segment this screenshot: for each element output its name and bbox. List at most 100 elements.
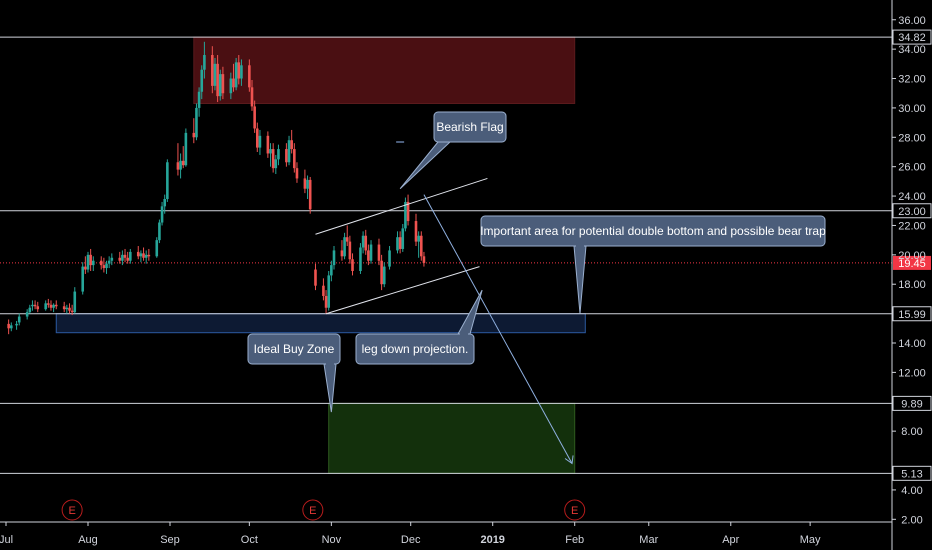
candle-body bbox=[250, 87, 254, 107]
x-tick-label: Feb bbox=[565, 534, 584, 546]
candle bbox=[266, 131, 270, 158]
candle-body bbox=[388, 250, 391, 267]
candle bbox=[84, 256, 87, 274]
candle-body bbox=[419, 235, 423, 257]
candle bbox=[398, 231, 402, 254]
candle bbox=[419, 231, 423, 261]
candle-body bbox=[9, 325, 13, 329]
candle bbox=[404, 197, 407, 232]
buy-zone bbox=[328, 402, 576, 474]
candle bbox=[380, 254, 383, 291]
candle bbox=[274, 154, 278, 175]
candle bbox=[240, 59, 243, 86]
candle bbox=[68, 303, 71, 314]
candle-body bbox=[361, 235, 365, 248]
callout-box bbox=[355, 333, 475, 365]
candle bbox=[192, 118, 196, 144]
candle-body bbox=[211, 55, 214, 86]
candle-body bbox=[68, 307, 71, 311]
candle-body bbox=[197, 91, 201, 108]
y-tick-label: 20.00 bbox=[898, 250, 926, 262]
level-label: 9.89 bbox=[901, 398, 922, 410]
candle bbox=[234, 57, 238, 91]
projection-arrowhead bbox=[564, 455, 574, 465]
candle-body bbox=[367, 250, 370, 261]
candle-body bbox=[396, 237, 399, 251]
candle bbox=[52, 303, 55, 313]
candle-body bbox=[332, 250, 336, 266]
x-axis: Jul Aug Sep Oct Nov Dec 2019 Feb Mar Apr May bbox=[0, 521, 892, 546]
candle-body bbox=[306, 179, 309, 189]
candle bbox=[232, 63, 235, 92]
callout: Ideal Buy Zone bbox=[247, 333, 341, 413]
candle-body bbox=[380, 260, 383, 285]
candle-body bbox=[107, 260, 111, 264]
candle bbox=[285, 143, 288, 167]
candle bbox=[70, 304, 74, 316]
candle-body bbox=[192, 132, 196, 138]
level-label: 5.13 bbox=[901, 468, 922, 480]
x-tick-label: Aug bbox=[78, 534, 98, 546]
candle bbox=[295, 162, 299, 183]
candle bbox=[181, 146, 185, 169]
candle-body bbox=[213, 63, 217, 86]
candle bbox=[166, 159, 169, 202]
candle-body bbox=[84, 266, 87, 270]
x-tick-label: Oct bbox=[241, 534, 258, 546]
candle-body bbox=[147, 254, 151, 257]
candle-body bbox=[99, 260, 103, 266]
callout-pointer bbox=[573, 245, 587, 314]
event-circle bbox=[564, 499, 586, 521]
event-label: E bbox=[68, 505, 75, 517]
trendlines-layer bbox=[315, 177, 574, 465]
candle bbox=[351, 253, 354, 276]
candle-body bbox=[237, 62, 241, 79]
candle bbox=[364, 229, 368, 255]
candle-body bbox=[110, 257, 114, 261]
candle-body bbox=[414, 221, 418, 242]
candle-body bbox=[229, 78, 233, 94]
candle bbox=[290, 129, 293, 154]
candle bbox=[414, 213, 418, 247]
candle bbox=[91, 256, 95, 271]
candle-body bbox=[195, 107, 198, 138]
candle bbox=[218, 69, 222, 101]
candle bbox=[401, 223, 405, 252]
candle bbox=[314, 263, 317, 291]
x-tick-label: Mar bbox=[639, 534, 658, 546]
candle bbox=[158, 219, 161, 244]
support-zone bbox=[55, 313, 586, 334]
callout-box bbox=[480, 215, 826, 247]
candle bbox=[211, 46, 214, 94]
candle-body bbox=[364, 235, 368, 251]
candle-body bbox=[308, 179, 312, 210]
candle bbox=[406, 194, 410, 226]
event-circle bbox=[302, 499, 324, 521]
candle bbox=[144, 250, 148, 264]
candle-body bbox=[359, 247, 362, 271]
candle bbox=[327, 271, 331, 311]
candle bbox=[139, 250, 143, 263]
candle bbox=[216, 55, 219, 103]
candle bbox=[293, 143, 296, 173]
candle bbox=[324, 290, 328, 314]
candle bbox=[62, 301, 66, 313]
candle-body bbox=[139, 253, 143, 257]
candle bbox=[15, 320, 18, 330]
candle bbox=[31, 300, 34, 311]
candle-body bbox=[295, 168, 299, 179]
candle bbox=[176, 143, 180, 176]
candle bbox=[308, 176, 312, 214]
candle bbox=[287, 135, 291, 166]
candle bbox=[197, 87, 201, 117]
candle-body bbox=[17, 316, 21, 323]
candle bbox=[49, 300, 53, 311]
y-tick-label: 30.00 bbox=[898, 103, 926, 115]
level-label-box bbox=[892, 306, 932, 322]
candle-body bbox=[240, 65, 243, 79]
candle-body bbox=[221, 74, 225, 94]
y-tick-label: 14.00 bbox=[898, 338, 926, 350]
candle-body bbox=[28, 307, 32, 313]
candle-body bbox=[105, 263, 108, 269]
candle-body bbox=[287, 140, 291, 163]
